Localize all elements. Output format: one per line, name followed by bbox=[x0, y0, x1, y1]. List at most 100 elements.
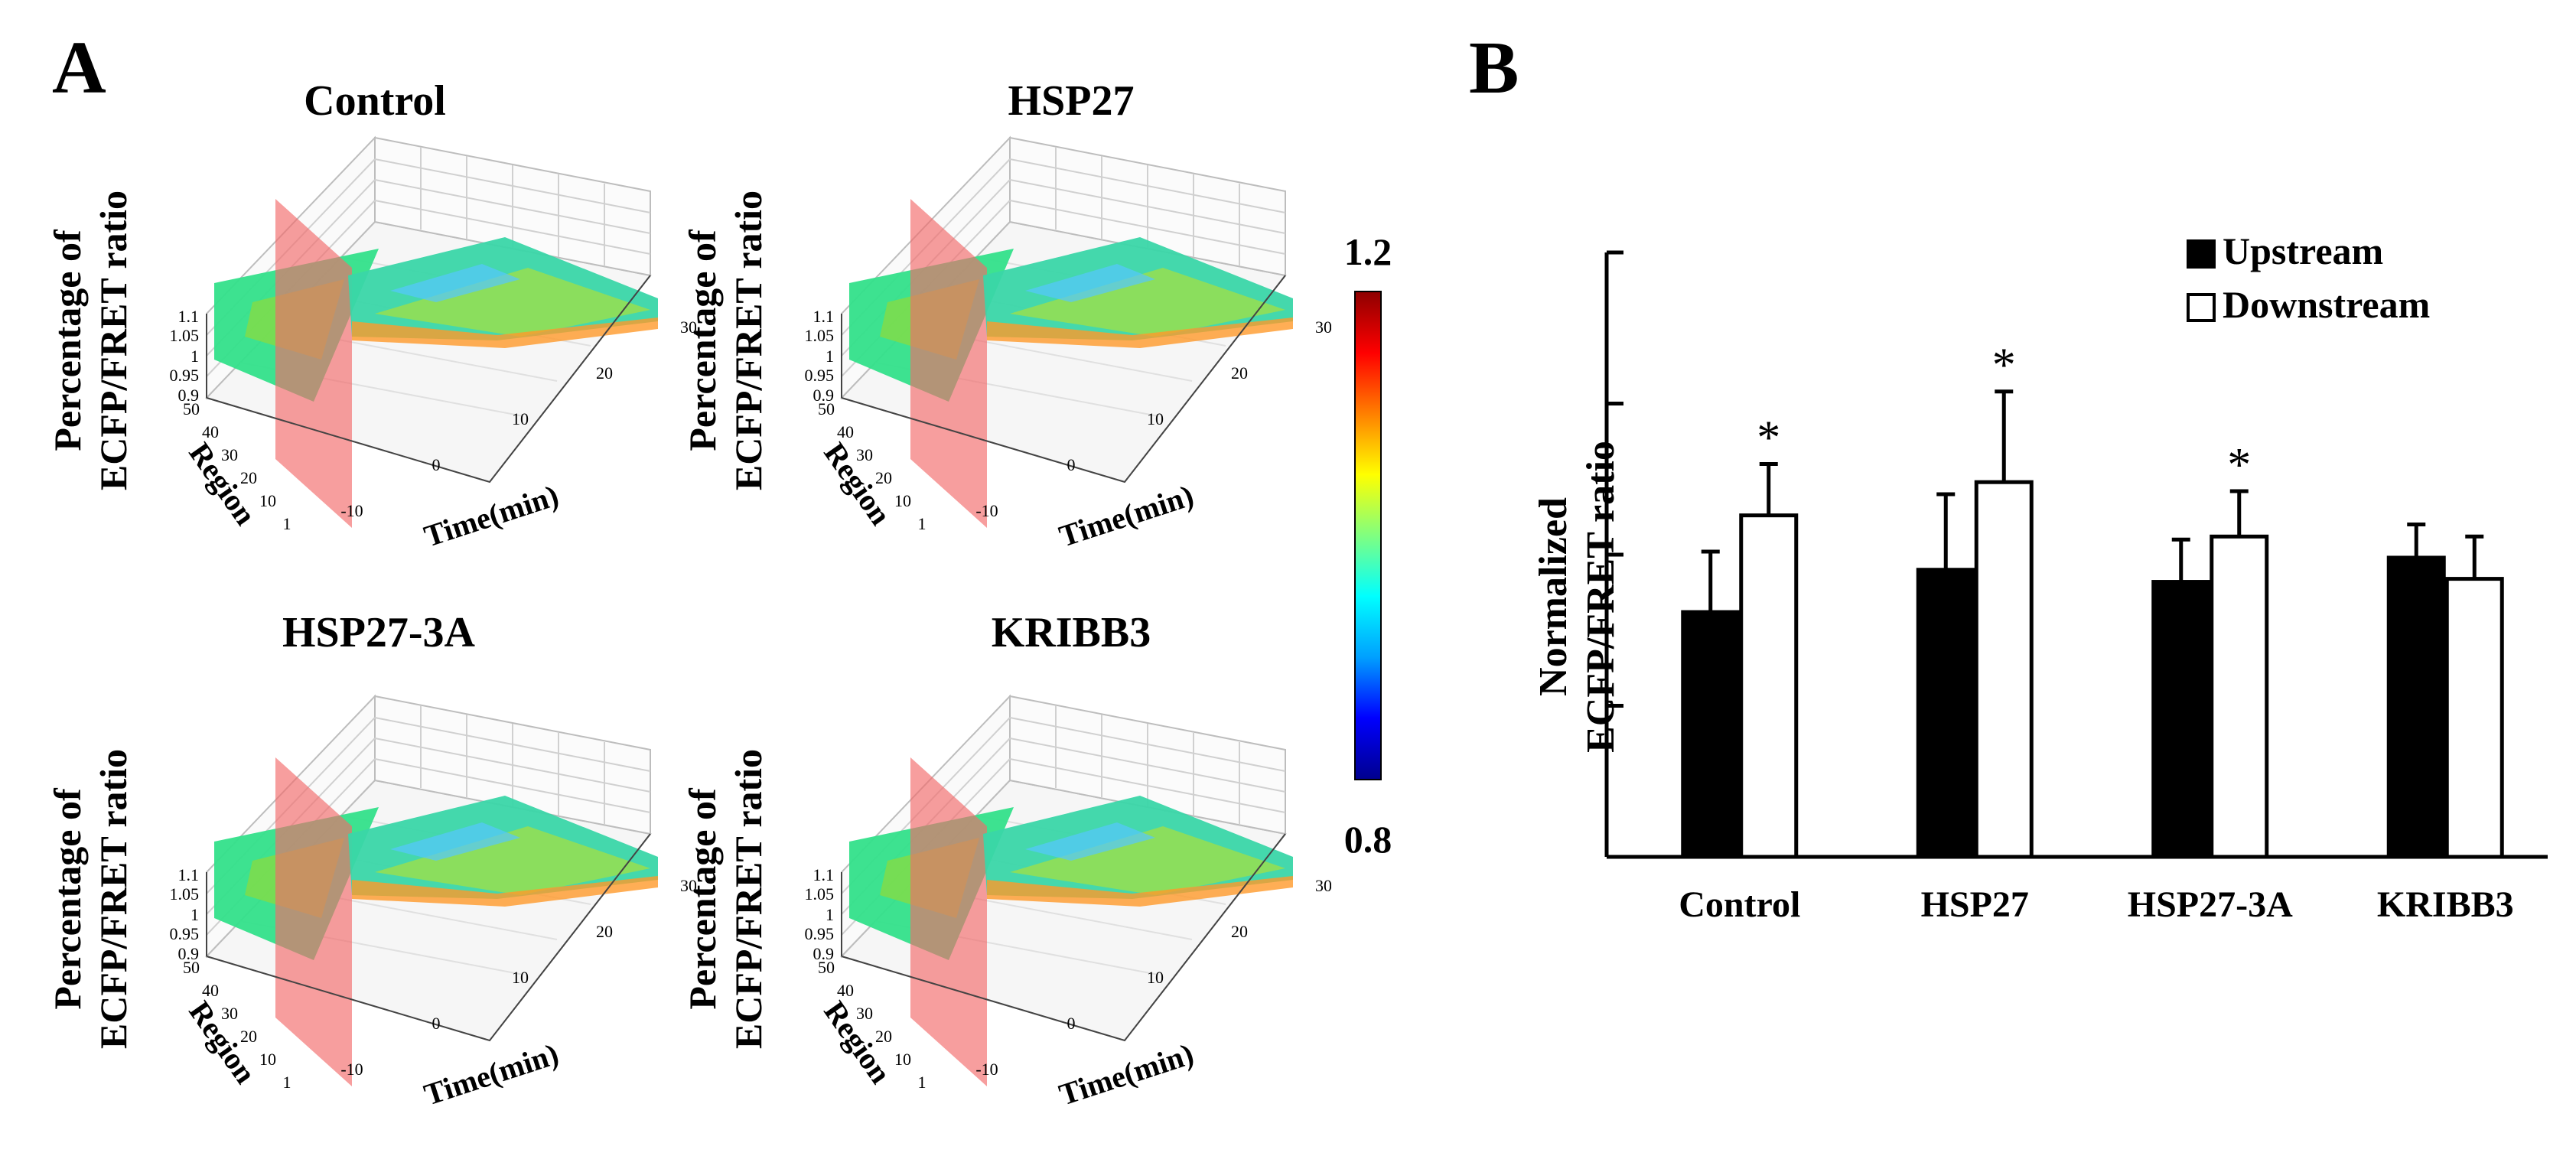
time-tick-label: 30 bbox=[1315, 317, 1331, 337]
z-tick-label: 0.9 bbox=[813, 944, 835, 963]
subplot-title-kribb3: KRIBB3 bbox=[991, 609, 1151, 656]
region-tick-label: 40 bbox=[837, 981, 854, 1000]
time-tick-label: 10 bbox=[1147, 968, 1164, 987]
bar-chart: 0.90.9511.051.1*Control*HSP27*HSP27-3AKR… bbox=[1604, 230, 2548, 925]
z-tick-label: 1.05 bbox=[170, 326, 200, 345]
bar-upstream bbox=[1681, 610, 1741, 859]
region-tick-label: 30 bbox=[221, 1004, 238, 1023]
z-tick-label: 0.9 bbox=[813, 386, 835, 405]
region-tick-label: 1 bbox=[918, 514, 927, 533]
time-tick-label: 0 bbox=[432, 455, 441, 474]
time-tick-label: 30 bbox=[680, 317, 696, 337]
bar-upstream bbox=[1916, 568, 1975, 859]
surface-plot-hsp27: 1.1 1.05 1 0.95 0.9 50 40 30 20 10 1 Region -10 0 10 20… bbox=[796, 130, 1331, 558]
surface-plot-control: 1.1 1.05 1 0.95 0.9 50 40 30 20 10 1 Region -10 0 10 20… bbox=[161, 130, 696, 558]
x-tick-label: HSP27-3A bbox=[2128, 884, 2293, 925]
colorbar-max-label: 1.2 bbox=[1343, 230, 1392, 273]
panel-b-letter: B bbox=[1469, 27, 1519, 109]
time-tick-label: 30 bbox=[680, 876, 696, 895]
region-tick-label: 20 bbox=[875, 1027, 892, 1046]
z-tick-label: 1.05 bbox=[805, 884, 835, 904]
region-tick-label: 10 bbox=[259, 491, 276, 510]
z-tick-label: 1.05 bbox=[170, 884, 200, 904]
region-tick-label: 20 bbox=[240, 1027, 257, 1046]
region-tick-label: 50 bbox=[818, 399, 835, 418]
time-axis-label: Time(min) bbox=[1055, 1037, 1197, 1112]
z-tick-label: 0.95 bbox=[805, 366, 835, 385]
surface-plot-kribb3: 1.1 1.05 1 0.95 0.9 50 40 30 20 10 1 Region -10 0 10 20… bbox=[796, 689, 1331, 1117]
legend-swatch-upstream bbox=[2187, 239, 2216, 269]
subplot-title-hsp27: HSP27 bbox=[1008, 77, 1135, 125]
ylabel-line2: ECFP/FRET ratio bbox=[727, 190, 770, 491]
ylabel-line2: ECFP/FRET ratio bbox=[727, 748, 770, 1050]
time-tick-label: 20 bbox=[1231, 922, 1248, 941]
time-tick-label: -10 bbox=[975, 1060, 998, 1079]
surface-plot-hsp27-3a: 1.1 1.05 1 0.95 0.9 50 40 30 20 10 1 Region -10 0 10 20… bbox=[161, 689, 696, 1117]
z-tick-label: 0.9 bbox=[178, 386, 200, 405]
z-tick-label: 1 bbox=[191, 347, 199, 366]
panel-a-letter: A bbox=[52, 27, 106, 109]
bar-upstream bbox=[2386, 555, 2446, 859]
time-tick-label: -10 bbox=[975, 501, 998, 520]
subplot-title-hsp27-3a: HSP27-3A bbox=[282, 609, 475, 656]
region-tick-label: 20 bbox=[875, 468, 892, 487]
significance-marker: * bbox=[1992, 340, 2016, 392]
region-tick-label: 30 bbox=[856, 1004, 873, 1023]
z-tick-label: 0.9 bbox=[178, 944, 200, 963]
x-tick-label: KRIBB3 bbox=[2377, 884, 2514, 925]
ylabel-line2: ECFP/FRET ratio bbox=[92, 190, 135, 491]
time-tick-label: 0 bbox=[432, 1014, 441, 1033]
time-axis-label: Time(min) bbox=[1055, 478, 1197, 554]
x-tick-label: HSP27 bbox=[1921, 884, 2029, 925]
z-tick-label: 1 bbox=[826, 905, 834, 924]
ylabel-line1: Percentage of bbox=[46, 230, 89, 451]
time-tick-label: 30 bbox=[1315, 876, 1331, 895]
z-tick-label: 1 bbox=[191, 905, 199, 924]
region-tick-label: 50 bbox=[818, 958, 835, 977]
subplot-ylabel-control: Percentage of ECFP/FRET ratio bbox=[44, 190, 136, 490]
z-tick-label: 0.95 bbox=[805, 924, 835, 943]
region-tick-label: 50 bbox=[183, 399, 200, 418]
z-tick-label: 1.1 bbox=[813, 307, 835, 326]
ylabel-line1: Percentage of bbox=[46, 788, 89, 1010]
region-tick-label: 40 bbox=[202, 981, 219, 1000]
region-tick-label: 10 bbox=[894, 491, 911, 510]
significance-marker: * bbox=[1757, 412, 1780, 464]
z-tick-label: 1.05 bbox=[805, 326, 835, 345]
bar-downstream bbox=[1974, 480, 2034, 859]
region-tick-label: 30 bbox=[221, 445, 238, 464]
time-tick-label: 0 bbox=[1067, 1014, 1076, 1033]
region-tick-label: 20 bbox=[240, 468, 257, 487]
colorbar-min-label: 0.8 bbox=[1343, 818, 1392, 861]
region-tick-label: 40 bbox=[837, 422, 854, 441]
z-tick-label: 0.95 bbox=[170, 366, 200, 385]
region-tick-label: 10 bbox=[894, 1050, 911, 1069]
region-tick-label: 40 bbox=[202, 422, 219, 441]
time-tick-label: 20 bbox=[596, 363, 613, 383]
time-tick-label: -10 bbox=[340, 501, 363, 520]
region-tick-label: 1 bbox=[918, 1073, 927, 1092]
region-tick-label: 30 bbox=[856, 445, 873, 464]
ylabel-line1: Normalized bbox=[1532, 497, 1575, 696]
z-tick-label: 1.1 bbox=[813, 865, 835, 884]
region-tick-label: 1 bbox=[283, 1073, 291, 1092]
subplot-ylabel-hsp27-3a: Percentage of ECFP/FRET ratio bbox=[44, 749, 136, 1049]
time-tick-label: 20 bbox=[1231, 363, 1248, 383]
legend-label-upstream: Upstream bbox=[2223, 230, 2383, 272]
legend-swatch-downstream bbox=[2187, 293, 2216, 322]
colorbar bbox=[1354, 291, 1382, 780]
time-axis-label: Time(min) bbox=[420, 1037, 562, 1112]
time-tick-label: 10 bbox=[512, 409, 529, 428]
z-tick-label: 1 bbox=[826, 347, 834, 366]
time-tick-label: 10 bbox=[1147, 409, 1164, 428]
time-tick-label: 20 bbox=[596, 922, 613, 941]
region-tick-label: 10 bbox=[259, 1050, 276, 1069]
bar-upstream bbox=[2151, 580, 2211, 859]
significance-marker: * bbox=[2227, 439, 2251, 491]
ylabel-line2: ECFP/FRET ratio bbox=[92, 748, 135, 1050]
z-tick-label: 0.95 bbox=[170, 924, 200, 943]
